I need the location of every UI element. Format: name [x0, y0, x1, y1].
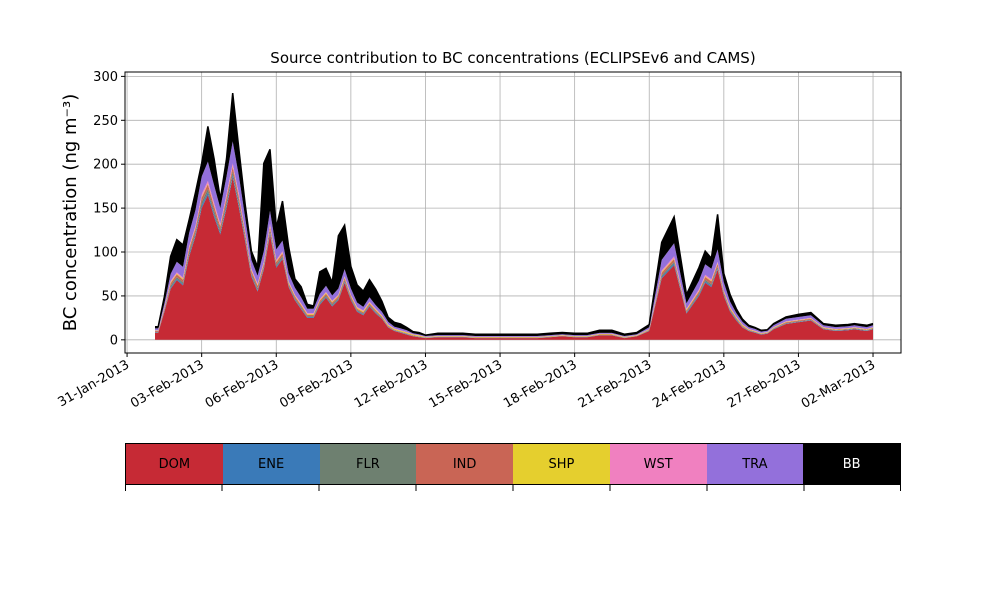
area-wst [155, 163, 873, 337]
y-tick-label: 250 [93, 114, 118, 129]
y-tick-label: 100 [93, 246, 118, 261]
x-tick-label: 18-Feb-2013 [501, 357, 580, 411]
legend-item-ind: IND [416, 444, 513, 484]
x-tick-label: 03-Feb-2013 [128, 357, 207, 411]
x-tick-label: 27-Feb-2013 [725, 357, 804, 411]
chart-title: Source contribution to BC concentrations… [270, 49, 755, 67]
y-axis-label: BC concentration (ng m⁻³) [60, 94, 81, 332]
legend-item-dom: DOM [126, 444, 223, 484]
legend-item-wst: WST [609, 444, 707, 484]
area-tra [155, 141, 873, 337]
x-tick-label: 21-Feb-2013 [576, 357, 655, 411]
legend-item-bb: BB [803, 444, 900, 484]
area-ind [155, 166, 873, 338]
y-tick-label: 0 [110, 333, 118, 348]
y-tick-label: 300 [93, 70, 118, 85]
area-ene [155, 174, 873, 339]
area-dom [155, 177, 873, 340]
legend-item-tra: TRA [706, 444, 804, 484]
y-tick-label: 50 [101, 289, 118, 304]
legend-item-ene: ENE [222, 444, 320, 484]
y-tick-label: 200 [93, 158, 118, 173]
legend-item-flr: FLR [319, 444, 417, 484]
legend-item-shp: SHP [513, 444, 610, 484]
x-axis: 31-Jan-201303-Feb-201306-Feb-201309-Feb-… [55, 353, 878, 412]
stacked-areas [155, 93, 874, 340]
x-tick-label: 31-Jan-2013 [55, 357, 132, 410]
x-tick-label: 12-Feb-2013 [352, 357, 431, 411]
area-bb [155, 93, 873, 336]
x-tick-label: 15-Feb-2013 [427, 357, 506, 411]
legend-colorbar: DOM ENE FLR IND SHP WST TRA BB [125, 443, 901, 485]
x-tick-label: 09-Feb-2013 [277, 357, 356, 411]
x-tick-label: 06-Feb-2013 [203, 357, 282, 411]
x-tick-label: 02-Mar-2013 [799, 357, 878, 411]
legend-ticks [125, 485, 901, 491]
axes-frame [124, 71, 902, 354]
y-axis: 0 50 100 150 200 250 300 [93, 70, 125, 348]
y-tick-label: 150 [93, 202, 118, 217]
area-flr [155, 171, 873, 338]
total-outline [155, 93, 874, 336]
grid [125, 72, 901, 353]
x-tick-label: 24-Feb-2013 [650, 357, 729, 411]
